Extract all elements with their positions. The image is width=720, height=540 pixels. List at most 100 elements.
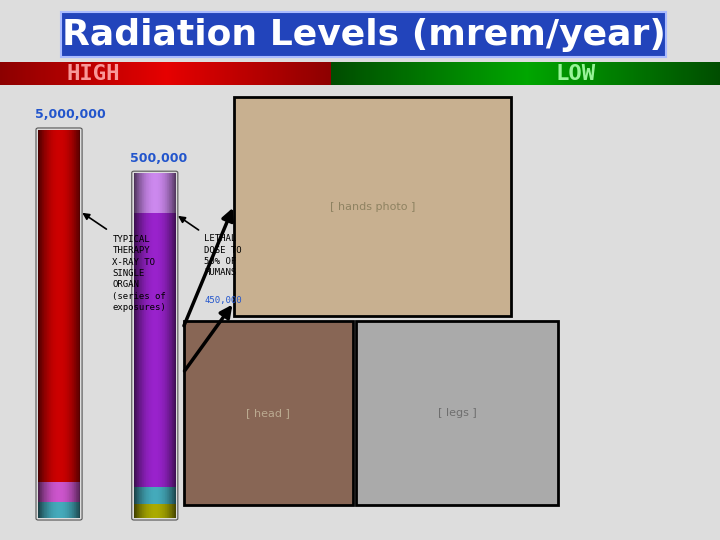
Bar (551, 62, 553, 85)
Bar (53, 62, 55, 85)
Bar (675, 62, 678, 85)
Bar (370, 62, 372, 85)
Bar (274, 62, 275, 85)
Bar (611, 62, 613, 85)
Bar (89, 62, 91, 85)
Bar (434, 62, 436, 85)
Bar (116, 62, 117, 85)
Bar (492, 62, 495, 85)
Bar (458, 62, 459, 85)
Bar (714, 62, 716, 85)
Bar (292, 62, 293, 85)
Bar (580, 62, 582, 85)
Bar (177, 62, 179, 85)
Bar (313, 62, 315, 85)
Bar (623, 62, 625, 85)
Bar (364, 62, 366, 85)
Bar (237, 62, 238, 85)
Bar (27, 62, 28, 85)
Bar (43, 62, 45, 85)
Bar (174, 62, 176, 85)
Bar (588, 62, 590, 85)
Bar (681, 62, 683, 85)
Bar (32, 62, 33, 85)
Bar (710, 62, 712, 85)
Bar (362, 62, 364, 85)
Bar (91, 62, 93, 85)
Bar (504, 62, 506, 85)
Bar (489, 62, 490, 85)
Bar (40, 62, 42, 85)
Bar (609, 62, 611, 85)
Bar (144, 62, 145, 85)
Bar (592, 62, 593, 85)
Bar (282, 62, 283, 85)
Bar (109, 62, 111, 85)
Bar (20, 62, 22, 85)
Bar (219, 62, 220, 85)
Bar (99, 62, 101, 85)
Bar (708, 62, 710, 85)
Bar (287, 62, 288, 85)
Bar (297, 62, 298, 85)
Bar (75, 62, 76, 85)
Bar (473, 62, 475, 85)
Bar (30, 62, 32, 85)
Bar (537, 62, 539, 85)
Bar (374, 62, 376, 85)
Bar (50, 62, 51, 85)
Bar (642, 62, 644, 85)
Text: [ hands photo ]: [ hands photo ] (330, 201, 415, 212)
Bar (636, 62, 639, 85)
Bar (17, 62, 18, 85)
Bar (308, 62, 310, 85)
Bar (220, 62, 222, 85)
Bar (42, 62, 43, 85)
Bar (625, 62, 626, 85)
Bar (518, 62, 520, 85)
Bar (275, 62, 276, 85)
Bar (321, 62, 323, 85)
Bar (356, 321, 558, 505)
Bar (157, 62, 159, 85)
Bar (572, 62, 575, 85)
Bar (522, 62, 523, 85)
Text: 5,000,000: 5,000,000 (35, 109, 105, 122)
Bar (557, 62, 559, 85)
Bar (264, 62, 265, 85)
Bar (436, 62, 438, 85)
Bar (541, 62, 543, 85)
Bar (549, 62, 551, 85)
Bar (214, 62, 215, 85)
Bar (664, 62, 665, 85)
Bar (129, 62, 131, 85)
Bar (136, 62, 138, 85)
Bar (401, 62, 403, 85)
Bar (456, 62, 458, 85)
Bar (4, 62, 5, 85)
Bar (38, 62, 40, 85)
Bar (683, 62, 685, 85)
Bar (78, 62, 79, 85)
Bar (701, 62, 703, 85)
Bar (58, 62, 60, 85)
Bar (578, 62, 580, 85)
Bar (341, 62, 343, 85)
Bar (506, 62, 508, 85)
Bar (315, 62, 316, 85)
Bar (265, 62, 266, 85)
Bar (672, 62, 673, 85)
Bar (28, 62, 30, 85)
Bar (670, 62, 672, 85)
Bar (431, 62, 432, 85)
Text: LOW: LOW (556, 64, 596, 84)
Bar (242, 62, 243, 85)
Bar (117, 62, 120, 85)
Bar (289, 62, 292, 85)
Bar (590, 62, 592, 85)
Bar (477, 62, 479, 85)
Bar (257, 62, 258, 85)
Bar (697, 62, 698, 85)
Bar (539, 62, 541, 85)
Bar (514, 62, 516, 85)
